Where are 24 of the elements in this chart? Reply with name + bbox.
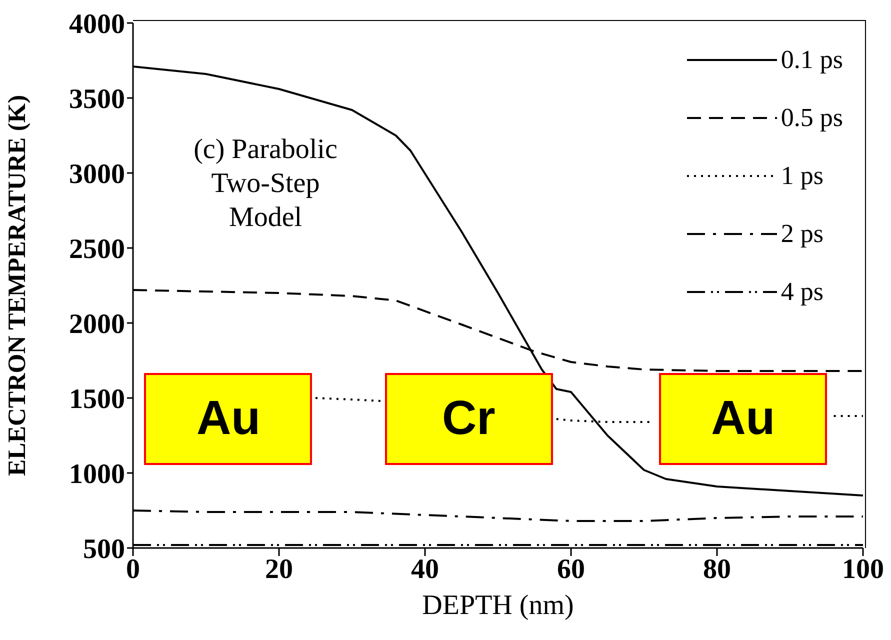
legend-label: 2 ps bbox=[780, 219, 824, 249]
y-tick-label: 1500 bbox=[69, 384, 125, 415]
y-tick-label: 4000 bbox=[69, 8, 125, 40]
x-tick-label: 0 bbox=[126, 554, 140, 585]
x-tick-label: 20 bbox=[265, 554, 293, 585]
x-tick-label: 80 bbox=[703, 554, 731, 585]
legend-label: 0.5 ps bbox=[780, 103, 843, 133]
legend-label: 4 ps bbox=[780, 277, 824, 307]
y-tick-label: 500 bbox=[83, 534, 125, 565]
legend-label: 1 ps bbox=[780, 161, 824, 191]
x-tick-label: 60 bbox=[557, 554, 585, 585]
y-tick-label: 3000 bbox=[69, 158, 125, 190]
annotation: (c) Parabolic Two-Step Model bbox=[192, 133, 338, 235]
annotation: Au bbox=[659, 372, 828, 465]
annotation: Au bbox=[144, 372, 312, 465]
x-tick-label: 100 bbox=[842, 554, 884, 585]
legend-label: 0.1 ps bbox=[780, 45, 843, 75]
annotation: Cr bbox=[384, 372, 553, 465]
x-tick-label: 40 bbox=[411, 554, 439, 585]
y-tick-label: 2000 bbox=[69, 308, 125, 340]
y-tick-label: 2500 bbox=[69, 234, 125, 265]
y-tick-label: 3500 bbox=[69, 84, 125, 115]
x-axis-title: DEPTH (nm) bbox=[421, 590, 575, 622]
y-tick-label: 1000 bbox=[69, 458, 125, 490]
